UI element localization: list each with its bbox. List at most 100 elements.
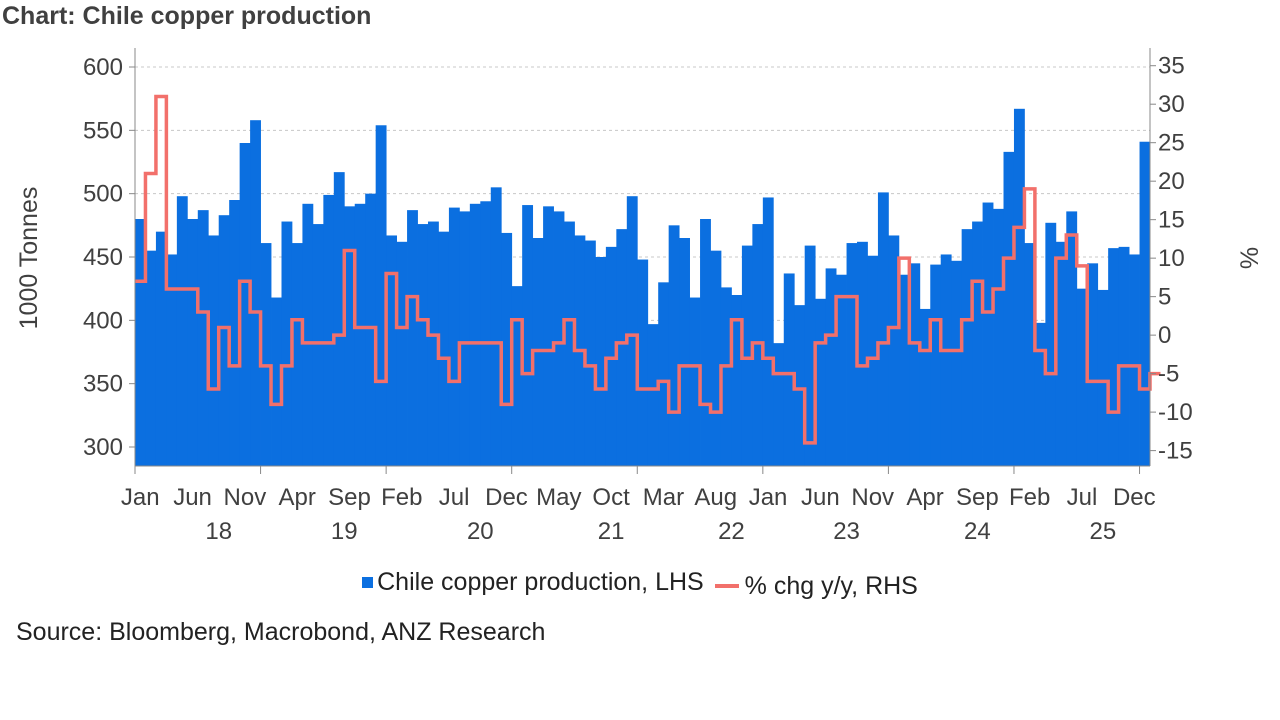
y-left-tick-label: 450 xyxy=(83,244,123,271)
y-left-tick-label: 400 xyxy=(83,307,123,334)
bar-45 xyxy=(605,246,617,466)
bar-0 xyxy=(135,219,146,466)
bar-15 xyxy=(291,243,303,466)
legend: Chile copper production, LHS % chg y/y, … xyxy=(0,566,1280,601)
legend-item-production: Chile copper production, LHS xyxy=(362,568,704,597)
bar-31 xyxy=(459,211,471,466)
bar-78 xyxy=(951,260,963,466)
yoy-line xyxy=(135,94,1161,445)
bar-93 xyxy=(1108,248,1120,466)
bar-86 xyxy=(1034,322,1046,466)
bar-75 xyxy=(919,308,931,466)
y-right-tick-label: 35 xyxy=(1158,53,1185,80)
bar-58 xyxy=(741,245,753,466)
bar-13 xyxy=(271,297,282,466)
chart-title: Chart: Chile copper production xyxy=(2,2,372,30)
bar-26 xyxy=(407,210,418,466)
bar-46 xyxy=(616,229,628,466)
axes xyxy=(129,48,1156,474)
bar-56 xyxy=(720,287,732,466)
bar-30 xyxy=(448,207,460,466)
x-month-label: Sep xyxy=(956,484,999,511)
bar-91 xyxy=(1087,263,1099,466)
x-month-label: Oct xyxy=(592,484,630,511)
bar-series xyxy=(135,108,1151,467)
bar-89 xyxy=(1066,211,1078,466)
tick-labels: 300 350 400 450 500 550 600 -15 -10 -5 0 5 10 15 20 25 3… xyxy=(83,53,1193,545)
y-left-tick-label: 550 xyxy=(83,117,123,144)
line-series xyxy=(135,94,1161,445)
bar-12 xyxy=(260,243,272,466)
bar-92 xyxy=(1097,289,1109,466)
bar-76 xyxy=(930,264,942,466)
bar-21 xyxy=(354,203,366,467)
y-left-tick-label: 600 xyxy=(83,54,123,81)
bar-3 xyxy=(166,254,178,466)
legend-swatch-line xyxy=(714,584,739,588)
bar-32 xyxy=(469,203,481,467)
bar-10 xyxy=(239,143,251,466)
x-month-label: Sep xyxy=(328,484,371,511)
x-month-label: Apr xyxy=(906,484,943,511)
x-year-label: 19 xyxy=(331,518,358,545)
bar-73 xyxy=(898,274,910,466)
bar-88 xyxy=(1055,241,1067,466)
x-year-label: 18 xyxy=(205,518,232,545)
bar-55 xyxy=(710,250,722,466)
x-year-label: 20 xyxy=(467,518,494,545)
bar-19 xyxy=(333,172,345,466)
source-note: Source: Bloomberg, Macrobond, ANZ Resear… xyxy=(16,618,546,646)
x-year-label: 22 xyxy=(718,518,745,545)
bar-29 xyxy=(438,231,450,466)
bar-11 xyxy=(250,120,261,466)
y-right-tick-label: -5 xyxy=(1158,361,1179,388)
legend-label-production: Chile copper production, LHS xyxy=(377,568,704,596)
x-month-label: Feb xyxy=(381,484,422,511)
bar-66 xyxy=(825,268,837,466)
x-month-label: Jun xyxy=(801,484,840,511)
legend-swatch-bar xyxy=(362,577,374,588)
y-right-tick-label: 10 xyxy=(1158,245,1185,272)
bar-81 xyxy=(982,202,994,467)
x-month-label: Jan xyxy=(121,484,160,511)
x-month-label: Nov xyxy=(851,484,894,511)
x-month-label: Dec xyxy=(485,484,528,511)
bar-37 xyxy=(522,205,534,467)
bar-20 xyxy=(344,206,356,467)
bar-87 xyxy=(1045,222,1057,466)
bar-39 xyxy=(543,206,554,467)
x-month-label: Nov xyxy=(224,484,267,511)
bar-82 xyxy=(993,208,1004,466)
bar-59 xyxy=(752,224,764,466)
bar-5 xyxy=(187,219,199,466)
bar-69 xyxy=(857,241,868,466)
bar-80 xyxy=(972,221,983,466)
bar-23 xyxy=(375,125,387,467)
bar-94 xyxy=(1118,246,1130,466)
x-month-label: Jun xyxy=(173,484,212,511)
bar-65 xyxy=(815,298,827,466)
bar-14 xyxy=(281,221,293,466)
bar-50 xyxy=(658,282,670,466)
bar-74 xyxy=(909,263,921,466)
x-year-label: 21 xyxy=(598,518,625,545)
y-right-tick-label: -10 xyxy=(1158,399,1193,426)
bar-9 xyxy=(229,200,241,466)
bar-44 xyxy=(595,257,607,466)
bar-63 xyxy=(794,305,806,466)
legend-item-yoy: % chg y/y, RHS xyxy=(714,572,918,601)
bar-96 xyxy=(1139,141,1151,466)
bar-95 xyxy=(1129,254,1140,466)
bar-83 xyxy=(1003,151,1015,466)
y-left-tick-label: 500 xyxy=(83,181,123,208)
bar-72 xyxy=(888,235,900,466)
y-right-tick-label: 30 xyxy=(1158,91,1185,118)
bar-52 xyxy=(679,238,690,466)
x-month-label: Aug xyxy=(694,484,737,511)
bar-17 xyxy=(312,224,324,466)
y-right-tick-label: 20 xyxy=(1158,168,1185,195)
x-month-label: Dec xyxy=(1113,484,1156,511)
y-right-tick-label: 5 xyxy=(1158,284,1171,311)
x-year-label: 23 xyxy=(833,518,860,545)
